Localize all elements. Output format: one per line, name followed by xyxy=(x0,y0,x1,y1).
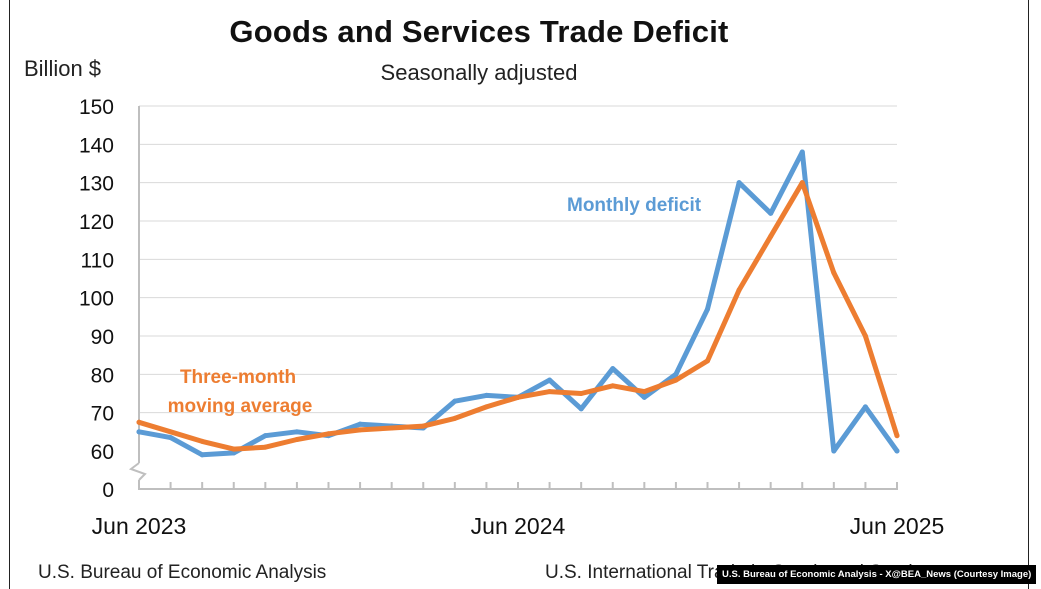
point-1-2024-07 xyxy=(547,389,553,395)
point-1-2024-05 xyxy=(483,404,489,410)
point-1-2024-08 xyxy=(578,391,584,396)
y-tick-60: 60 xyxy=(91,441,114,464)
point-1-2023-09 xyxy=(231,446,237,452)
point-1-2024-06 xyxy=(515,394,521,400)
point-0-2023-10 xyxy=(262,433,268,439)
point-0-2025-02 xyxy=(768,210,774,216)
series-lines xyxy=(136,149,900,458)
point-1-2024-04 xyxy=(452,415,458,421)
point-1-2023-11 xyxy=(294,437,300,442)
point-1-2025-04 xyxy=(831,270,837,276)
point-0-2023-06 xyxy=(136,429,142,435)
gridlines xyxy=(139,105,897,414)
point-0-2023-08 xyxy=(199,452,205,458)
point-1-2023-08 xyxy=(199,438,205,444)
point-0-2023-11 xyxy=(294,429,300,435)
point-1-2024-12 xyxy=(705,358,710,364)
x-tick-jun-2023: Jun 2023 xyxy=(92,513,187,539)
x-tick-jun-2025: Jun 2025 xyxy=(850,513,945,539)
y-tick-100: 100 xyxy=(79,288,114,311)
point-1-2025-05 xyxy=(862,333,868,339)
point-1-2024-11 xyxy=(673,377,679,383)
point-1-2024-03 xyxy=(420,423,426,429)
point-0-2024-10 xyxy=(641,394,647,400)
point-1-2024-01 xyxy=(357,427,363,433)
y-tick-150: 150 xyxy=(79,96,114,119)
point-0-2025-04 xyxy=(831,448,837,454)
point-0-2023-09 xyxy=(231,450,237,456)
y-tick-130: 130 xyxy=(79,173,114,196)
point-0-2025-03 xyxy=(799,149,805,155)
axis-break-symbol xyxy=(128,462,147,481)
point-0-2024-04 xyxy=(452,398,458,404)
y-tick-120: 120 xyxy=(79,211,114,234)
y-tick-90: 90 xyxy=(91,326,114,349)
point-0-2024-07 xyxy=(547,377,553,383)
point-0-2025-06 xyxy=(894,448,900,454)
axes xyxy=(128,106,898,490)
point-1-2023-10 xyxy=(262,444,268,450)
point-1-2024-09 xyxy=(610,383,616,389)
x-tick-labels: Jun 2023 Jun 2024 Jun 2025 xyxy=(92,513,945,539)
point-0-2024-01 xyxy=(357,421,363,427)
point-1-2025-06 xyxy=(894,433,900,439)
chart-title: Goods and Services Trade Deficit xyxy=(229,14,729,49)
point-0-2024-05 xyxy=(483,392,489,398)
point-1-2024-02 xyxy=(389,425,395,431)
y-tick-80: 80 xyxy=(91,364,114,387)
image-credit: U.S. Bureau of Economic Analysis - X@BEA… xyxy=(717,565,1037,584)
point-0-2024-08 xyxy=(578,406,584,412)
frame-left-border xyxy=(9,0,10,589)
y-tick-70: 70 xyxy=(91,403,114,426)
series-label-monthly-deficit: Monthly deficit xyxy=(567,195,702,216)
frame-right-border xyxy=(1028,0,1029,589)
point-0-2024-09 xyxy=(610,366,616,372)
chart-subtitle: Seasonally adjusted xyxy=(380,60,578,85)
y-tick-140: 140 xyxy=(79,134,114,157)
point-0-2023-07 xyxy=(168,435,174,441)
point-1-2024-10 xyxy=(641,389,647,395)
point-1-2025-01 xyxy=(736,287,742,293)
series-label-moving-average-line2: moving average xyxy=(168,396,313,417)
series-label-moving-average-line1: Three-month xyxy=(180,367,296,388)
y-tick-labels: 0 60 70 80 90 100 110 120 130 140 150 xyxy=(79,96,114,502)
point-0-2024-12 xyxy=(705,306,710,312)
point-0-2025-01 xyxy=(736,180,742,186)
point-1-2025-03 xyxy=(799,180,805,186)
y-tick-0: 0 xyxy=(102,479,114,502)
point-1-2023-07 xyxy=(168,429,174,435)
point-0-2024-11 xyxy=(673,371,679,377)
y-tick-110: 110 xyxy=(81,249,114,272)
point-1-2023-12 xyxy=(326,431,331,437)
source-left: U.S. Bureau of Economic Analysis xyxy=(38,562,327,583)
y-axis-label: Billion $ xyxy=(24,56,102,81)
point-0-2025-05 xyxy=(862,404,868,410)
point-1-2023-06 xyxy=(136,419,142,425)
point-1-2025-02 xyxy=(768,233,774,239)
x-tick-jun-2024: Jun 2024 xyxy=(471,513,566,539)
